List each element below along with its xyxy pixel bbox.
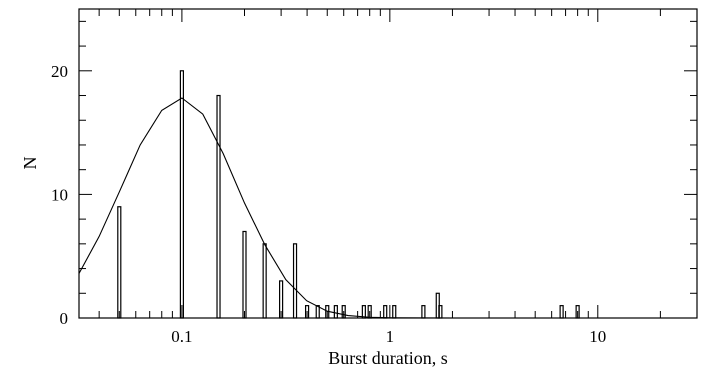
histogram-bar [333, 305, 338, 319]
y-tick-label: 10 [51, 185, 68, 204]
x-tick-label: 1 [386, 327, 395, 346]
histogram-bar [559, 305, 564, 319]
histogram-bar [262, 243, 267, 319]
histogram-bar [383, 305, 388, 319]
histogram-bar [392, 305, 397, 319]
histogram-bar [438, 305, 443, 319]
histogram-bar [315, 305, 320, 319]
histogram-bar [361, 305, 366, 319]
plot-frame [78, 8, 698, 319]
histogram-bar [421, 305, 426, 319]
y-tick-label: 0 [60, 309, 69, 328]
x-tick-label: 0.1 [171, 327, 192, 346]
histogram-bar [216, 94, 221, 319]
fit-curve [78, 97, 697, 319]
tick-labels-layer: 0.1 1 10 0 10 20 [51, 62, 606, 346]
x-tick-label: 10 [589, 327, 606, 346]
histogram-bar [292, 243, 298, 319]
y-tick-label: 20 [51, 62, 68, 81]
histogram-bar [117, 206, 122, 319]
histogram-bar [242, 230, 247, 319]
ticks-layer [79, 9, 698, 319]
x-axis-label: Burst duration, s [328, 348, 448, 368]
bars-layer [117, 70, 580, 319]
y-axis-label: N [20, 157, 40, 170]
histogram-bar [179, 70, 184, 319]
